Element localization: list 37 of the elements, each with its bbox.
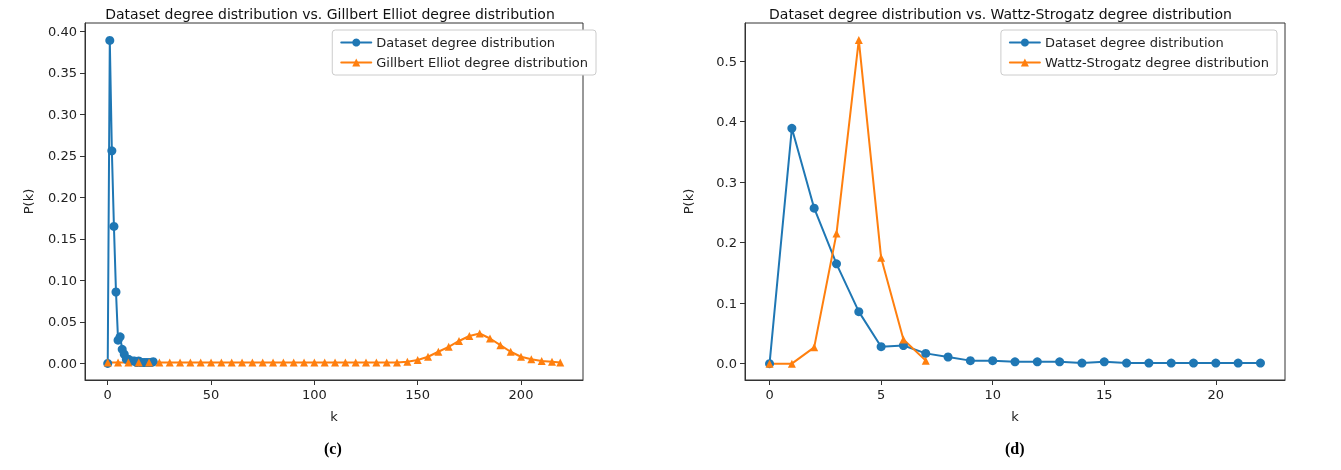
y-tick-label: 0.1 <box>716 295 737 311</box>
y-tick-label: 0.2 <box>716 235 737 251</box>
y-tick-label: 0.3 <box>716 174 737 190</box>
x-tick-label: 10 <box>984 387 1001 402</box>
x-tick-label: 5 <box>876 387 886 402</box>
y-tick-label: 0.15 <box>48 231 77 247</box>
legend-label: Gillbert Elliot degree distribution <box>376 55 589 70</box>
x-axis-title: k <box>330 409 339 424</box>
y-axis-title: P(k) <box>681 188 696 215</box>
chart-title: Dataset degree distribution vs. Gillbert Elliot degree distribution <box>105 6 555 22</box>
y-tick-label: 0.25 <box>48 148 77 164</box>
text: (d) <box>1005 439 1025 458</box>
y-tick-label: 0.0 <box>716 356 737 372</box>
x-tick-label: 0 <box>103 387 112 402</box>
legend-label: Dataset degree distribution <box>376 35 556 50</box>
chart-title: Dataset degree distribution vs. Wattz-Strogatz degree distribution <box>769 6 1232 22</box>
y-tick-label: 0.10 <box>48 272 77 288</box>
y-tick-label: 0.5 <box>716 53 737 69</box>
y-tick-label: 0.4 <box>716 114 737 130</box>
x-tick-label: 150 <box>405 387 431 402</box>
y-tick-label: 0.05 <box>48 314 77 330</box>
y-axis-title: P(k) <box>21 188 36 215</box>
y-tick-label: 0.20 <box>48 189 77 205</box>
y-tick-label: 0.30 <box>48 106 77 122</box>
y-tick-label: 0.35 <box>48 65 77 81</box>
legend-label: Dataset degree distribution <box>1044 35 1224 50</box>
legend-label: Wattz-Strogatz degree distribution <box>1044 55 1270 70</box>
text: (c) <box>324 439 342 458</box>
y-tick-label: 0.40 <box>48 23 77 39</box>
x-tick-label: 50 <box>202 387 220 402</box>
x-tick-label: 100 <box>301 387 327 402</box>
x-tick-label: 0 <box>765 387 774 402</box>
x-tick-label: 20 <box>1207 387 1225 402</box>
x-tick-label: 200 <box>508 387 534 402</box>
x-tick-label: 15 <box>1095 387 1113 402</box>
x-axis-title: k <box>1011 409 1020 424</box>
y-tick-label: 0.00 <box>48 355 77 371</box>
